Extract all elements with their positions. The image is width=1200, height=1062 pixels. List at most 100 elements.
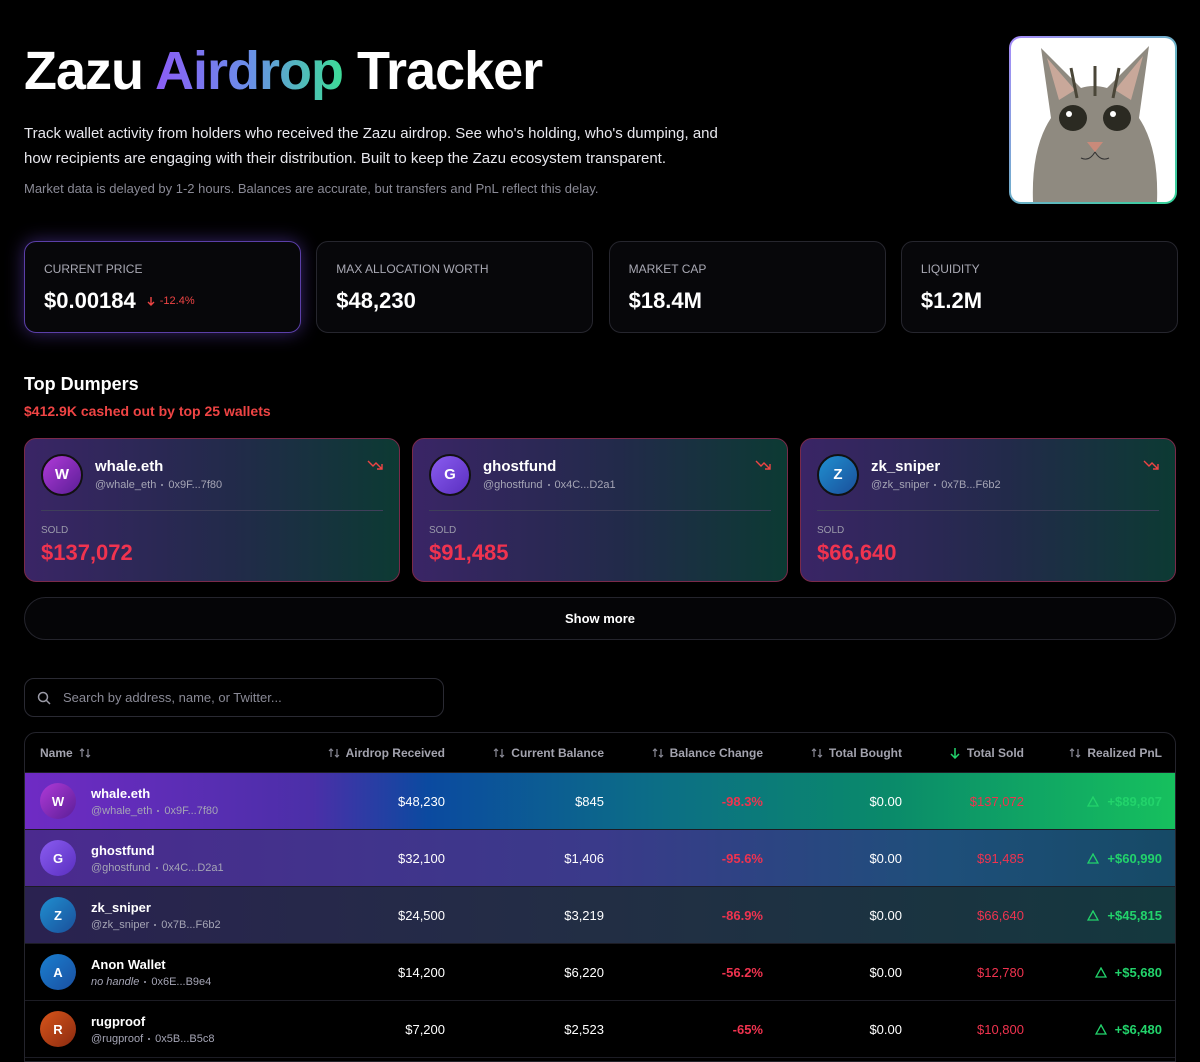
page-title: Zazu Airdrop Tracker xyxy=(24,40,543,102)
wallet-info: zk_sniper @zk_sniper 0x7B...F6b2 xyxy=(91,900,221,931)
sort-icon-svg xyxy=(652,747,664,758)
pnl-cell: +$5,680 xyxy=(1024,965,1162,980)
wallet-address: 0x7B...F6b2 xyxy=(161,918,221,931)
bought-value: $0.00 xyxy=(869,964,902,980)
column-header[interactable]: Current Balance xyxy=(445,746,604,760)
balance-value: $3,219 xyxy=(564,907,604,923)
sold-label: SOLD xyxy=(41,525,69,536)
wallet-handle: @ghostfund xyxy=(91,861,151,874)
stat-card: MAX ALLOCATION WORTH $48,230 xyxy=(316,241,594,333)
sold-cell: $137,072 xyxy=(902,794,1024,809)
show-more-button[interactable]: Show more xyxy=(24,597,1176,640)
sold-label: SOLD xyxy=(429,525,457,536)
pnl-up-icon xyxy=(1094,1023,1107,1035)
avatar: G xyxy=(40,840,76,876)
balance-value: $2,523 xyxy=(564,1021,604,1037)
change-value: -95.6% xyxy=(721,850,763,866)
trend-down-icon-svg xyxy=(755,460,771,470)
pnl-up-icon xyxy=(1087,852,1100,864)
wallet-address: 0x9F...7f80 xyxy=(164,804,219,817)
pnl-value: +$6,480 xyxy=(1114,1021,1162,1037)
delay-note: Market data is delayed by 1-2 hours. Bal… xyxy=(24,181,599,196)
wallet-name: zk_sniper xyxy=(91,899,151,915)
price-change: -12.4% xyxy=(146,295,195,307)
search-icon xyxy=(37,691,51,705)
pnl-up-icon-svg xyxy=(1087,795,1100,807)
wallet-info: ghostfund @ghostfund 0x4C...D2a1 xyxy=(91,843,224,874)
table-header: Name Airdrop Received Current Balance Balan… xyxy=(25,733,1175,773)
wallet-name: Anon Wallet xyxy=(91,956,166,972)
stat-card: MARKET CAP $18.4M xyxy=(608,241,886,333)
pnl-up-icon-svg xyxy=(1094,1023,1107,1035)
stat-label: LIQUIDITY xyxy=(920,262,980,276)
table-row[interactable]: A Anon Wallet no handle 0x6E...B9e4 $14,200 $… xyxy=(25,944,1175,1001)
column-header[interactable]: Total Bought xyxy=(763,746,902,760)
avatar: W xyxy=(41,453,83,496)
stat-label: CURRENT PRICE xyxy=(44,262,143,276)
sort-icon-svg xyxy=(493,747,505,758)
wallet-name: zk_sniper xyxy=(871,458,941,475)
wallet-meta: no handle 0x6E...B9e4 xyxy=(91,976,211,988)
separator-dot xyxy=(148,1037,151,1040)
search-box[interactable]: Search by address, name, or Twitter... xyxy=(24,678,444,717)
mascot-image xyxy=(1009,36,1177,204)
balance-cell: $845 xyxy=(445,794,604,809)
separator-dot xyxy=(154,923,157,926)
pnl-value: +$89,807 xyxy=(1107,793,1162,809)
separator-dot xyxy=(155,866,158,869)
sold-value: $66,640 xyxy=(977,907,1024,923)
column-header[interactable]: Balance Change xyxy=(604,746,763,760)
sort-active-icon xyxy=(949,747,961,759)
description: Track wallet activity from holders who r… xyxy=(24,125,718,167)
change-value: -65% xyxy=(732,1021,763,1037)
price-change-text: -12.4% xyxy=(159,295,195,307)
avatar: A xyxy=(40,954,76,990)
sort-icon-svg xyxy=(79,747,91,758)
column-header[interactable]: Airdrop Received xyxy=(325,746,445,760)
sold-amount: $137,072 xyxy=(41,540,133,565)
wallet-meta: @whale_eth 0x9F...7f80 xyxy=(91,805,218,817)
avatar: Z xyxy=(817,453,859,496)
change-cell: -86.9% xyxy=(604,908,763,923)
stat-card: CURRENT PRICE $0.00184 -12.4% xyxy=(24,241,301,333)
wallet-handle: @zk_sniper xyxy=(91,918,150,931)
sold-label: SOLD xyxy=(817,525,845,536)
wallet-address: 0x5B...B5c8 xyxy=(155,1032,215,1045)
wallet-name: ghostfund xyxy=(483,458,557,475)
wallet-address: 0x4C...D2a1 xyxy=(554,479,616,491)
column-header-text: Name xyxy=(40,745,73,760)
sort-icon xyxy=(1069,747,1081,759)
wallet-name: whale.eth xyxy=(91,785,151,801)
wallet-handle: @zk_sniper xyxy=(871,479,930,491)
wallet-name: rugproof xyxy=(91,1013,146,1029)
airdrop-value: $7,200 xyxy=(405,1021,445,1037)
avatar: G xyxy=(429,453,471,496)
wallet-handle: @whale_eth xyxy=(91,804,153,817)
column-header[interactable]: Name xyxy=(25,746,325,760)
sort-icon xyxy=(811,747,823,759)
down-arrow-svg xyxy=(147,297,155,306)
wallet-table: Name Airdrop Received Current Balance Balan… xyxy=(24,732,1176,1062)
wallet-name: whale.eth xyxy=(95,458,164,475)
title-end: Tracker xyxy=(357,41,543,101)
section-title: Top Dumpers xyxy=(24,374,139,394)
title-start: Zazu xyxy=(24,41,144,101)
trend-down-icon-svg xyxy=(1143,460,1159,470)
stat-value: $18.4M xyxy=(629,288,866,314)
change-cell: -56.2% xyxy=(604,965,763,980)
wallet-handle: no handle xyxy=(91,975,140,988)
column-header[interactable]: Realized PnL xyxy=(1024,746,1162,760)
sold-cell: $10,800 xyxy=(902,1022,1024,1037)
column-header[interactable]: Total Sold xyxy=(902,746,1024,760)
